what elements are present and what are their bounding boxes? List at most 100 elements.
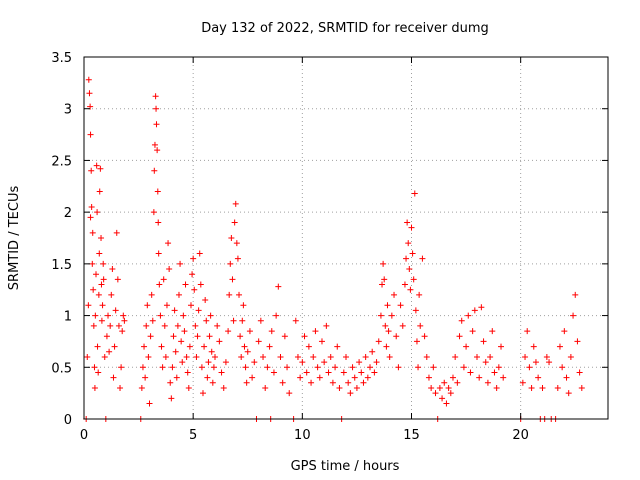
data-point — [493, 384, 500, 391]
data-point — [208, 348, 215, 355]
data-point — [385, 328, 392, 335]
data-point — [99, 302, 106, 309]
data-point — [303, 369, 310, 376]
data-point — [463, 343, 470, 350]
data-point — [98, 317, 105, 324]
data-point — [220, 384, 227, 391]
data-point — [275, 283, 282, 290]
data-point — [301, 333, 308, 340]
data-point — [405, 240, 412, 247]
data-point — [334, 343, 341, 350]
data-point — [452, 353, 459, 360]
data-point — [565, 390, 572, 397]
data-point — [212, 353, 218, 360]
data-point — [91, 364, 98, 371]
data-point — [249, 374, 256, 381]
data-point — [318, 338, 325, 345]
data-point — [471, 307, 478, 314]
data-point — [229, 276, 236, 283]
data-point — [561, 328, 568, 335]
data-point — [89, 229, 96, 236]
data-point — [270, 369, 277, 376]
data-point — [458, 317, 465, 324]
data-point — [572, 291, 579, 298]
data-point — [138, 384, 145, 391]
data-point — [567, 353, 574, 360]
x-tick-label: 15 — [403, 428, 420, 443]
data-point — [266, 343, 273, 350]
data-point — [114, 276, 121, 283]
data-point — [206, 333, 213, 340]
data-point — [87, 214, 94, 221]
data-point — [408, 224, 415, 231]
data-point — [314, 364, 321, 371]
data-point — [172, 348, 179, 355]
data-point — [519, 379, 526, 386]
data-point — [108, 291, 115, 298]
data-point — [388, 312, 395, 319]
data-point — [142, 374, 149, 381]
data-point — [106, 348, 113, 355]
data-point — [151, 167, 158, 174]
data-point — [411, 190, 418, 197]
data-point — [94, 343, 101, 350]
data-point — [120, 312, 127, 319]
x-axis-ticks: 0 5 10 15 20 — [80, 57, 529, 443]
data-point — [170, 333, 177, 340]
data-point — [226, 291, 233, 298]
x-tick-label: 5 — [189, 428, 197, 443]
data-point — [139, 364, 146, 371]
data-point — [222, 359, 229, 366]
data-point — [480, 338, 487, 345]
data-point — [90, 322, 97, 329]
data-point — [262, 384, 269, 391]
data-point — [87, 131, 94, 138]
data-point — [268, 328, 275, 335]
data-point — [532, 359, 539, 366]
data-point — [297, 374, 304, 381]
data-point — [88, 203, 95, 210]
data-point — [539, 384, 546, 391]
data-point — [345, 379, 352, 386]
data-point — [173, 374, 180, 381]
data-point — [522, 353, 529, 360]
data-point — [141, 343, 148, 350]
data-point — [441, 379, 448, 386]
data-point — [445, 384, 452, 391]
data-point — [367, 364, 374, 371]
data-point — [369, 348, 376, 355]
data-point — [112, 307, 119, 314]
data-point — [383, 343, 390, 350]
data-point — [184, 369, 191, 376]
data-point — [417, 322, 424, 329]
data-point — [524, 328, 531, 335]
data-point — [234, 255, 241, 262]
data-point — [163, 302, 170, 309]
data-point — [149, 317, 156, 324]
data-point — [563, 374, 570, 381]
data-point — [358, 369, 365, 376]
data-point — [92, 312, 99, 319]
data-point — [498, 343, 505, 350]
data-point — [158, 343, 165, 350]
data-point — [121, 317, 128, 324]
data-point — [432, 390, 439, 397]
data-point — [147, 333, 154, 340]
data-point — [214, 322, 221, 329]
data-point — [204, 374, 211, 381]
data-point — [165, 240, 172, 247]
data-point — [460, 364, 467, 371]
data-point — [406, 266, 413, 273]
data-point — [86, 90, 93, 97]
data-point — [500, 374, 507, 381]
data-point — [264, 364, 271, 371]
data-point — [192, 322, 199, 329]
data-point — [528, 384, 535, 391]
y-tick-label: 3 — [64, 103, 72, 118]
data-point — [84, 353, 91, 360]
data-point — [197, 281, 204, 288]
data-point — [145, 353, 152, 360]
data-point — [327, 353, 334, 360]
data-point — [96, 188, 103, 195]
data-point — [87, 103, 94, 110]
